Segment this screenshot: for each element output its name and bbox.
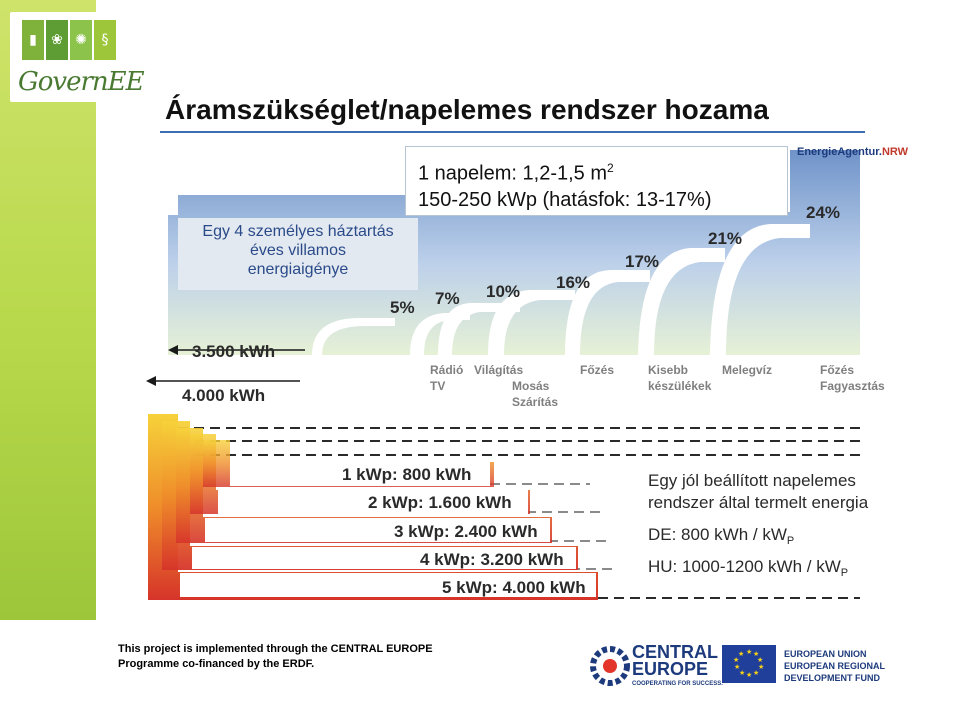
household-line: Egy 4 személyes háztartás [202,223,394,240]
dashed-guides [178,427,860,599]
svg-text:★: ★ [758,663,764,671]
total-4000-label: 4.000 kWh [182,386,265,405]
percent-label: 7% [435,289,460,308]
percent-label: 5% [390,298,415,317]
category-label: Mosás [512,379,550,393]
category-label: Melegvíz [722,363,772,377]
hu-yield: HU: 1000-1200 kWh / kWP [648,557,848,579]
consumption-flows [312,224,810,355]
central-europe-logo: CENTRAL EUROPE [632,642,718,679]
page-title: Áramszükséglet/napelemes rendszer hozama [165,94,769,125]
flow-7pct [410,313,470,355]
category-label: Főzés [580,363,614,377]
category-label: Főzés [820,363,854,377]
production-level-label: 2 kWp: 1.600 kWh [368,493,512,512]
flow-24pct [710,224,810,355]
production-bands [148,414,598,600]
percent-label: 21% [708,229,742,248]
de-yield: DE: 800 kWh / kWP [648,525,794,547]
percent-label: 24% [806,203,840,222]
title-divider [160,131,865,133]
note-line2: rendszer által termelt energia [648,493,869,512]
svg-text:★: ★ [733,656,739,664]
building-icon: ▮ [22,20,44,60]
energieagentur-logo: EnergieAgentur.NRW [797,146,909,158]
footer [0,620,960,716]
production-level-label: 4 kWp: 3.200 kWh [420,550,564,569]
category-label: TV [430,379,445,393]
logo-icon-row: ▮ ❀ ✺ § [22,20,116,60]
household-box: Egy 4 személyes háztartás éves villamos … [178,218,418,290]
svg-text:★: ★ [734,663,740,671]
svg-text:★: ★ [746,671,752,679]
total-arrows: 3.500 kWh 4.000 kWh [146,342,305,405]
consumption-production-diagram: 5% 7% 10% 16% 17% 21% 24% 3.500 kWh 4.00… [146,150,885,600]
leaf-icon: ❀ [46,20,68,60]
svg-text:★: ★ [757,656,763,664]
category-label: Szárítás [512,395,558,409]
paragraph-icon: § [94,20,116,60]
household-line: energiaigénye [247,261,349,278]
percent-label: 16% [556,273,590,292]
eu-erdf-logo: EUROPEAN UNION EUROPEAN REGIONAL DEVELOP… [784,649,886,683]
category-label: készülékek [648,379,712,393]
percent-label: 17% [625,252,659,271]
governee-logo: ▮ ❀ ✺ § GovernEE [10,12,145,102]
production-note: Egy jól beállított napelemes rendszer ál… [648,471,869,579]
napelem-line2: 150-250 kWp (hatásfok: 13-17%) [418,188,712,211]
svg-text:★: ★ [753,650,759,658]
percent-label: 10% [486,282,520,301]
category-label: Rádió [430,363,463,377]
napelem-info-box: 1 napelem: 1,2-1,5 m2 150-250 kWp (hatás… [405,146,788,216]
sun-icon: ✺ [70,20,92,60]
left-decor-strip [0,0,96,620]
flow-16pct [488,290,575,355]
svg-text:★: ★ [738,650,744,658]
production-level-label: 1 kWp: 800 kWh [342,465,471,484]
category-label: Kisebb [648,363,688,377]
production-level-label: 3 kWp: 2.400 kWh [394,522,538,541]
svg-text:★: ★ [746,648,752,656]
total-3500-label: 3.500 kWh [192,342,275,361]
note-line1: Egy jól beállított napelemes [648,471,856,490]
category-labels: Rádió TV Világítás Mosás Szárítás Főzés … [430,363,885,409]
napelem-line1: 1 napelem: 1,2-1,5 m2 [418,161,614,185]
percent-labels: 5% 7% 10% 16% 17% 21% 24% [390,203,840,317]
category-label: Világítás [474,363,523,377]
production-labels: 1 kWp: 800 kWh 2 kWp: 1.600 kWh 3 kWp: 2… [342,465,586,597]
svg-text:★: ★ [739,669,745,677]
central-europe-star-icon [590,646,630,686]
flow-5pct [312,318,395,355]
footer-text: This project is implemented through the … [118,643,433,670]
flow-21pct [638,248,725,355]
eu-flag-icon: ★ ★ ★ ★ ★ ★ ★ ★ ★ ★ [722,645,776,683]
logo-text: GovernEE [18,67,145,97]
flow-10pct [438,303,520,355]
flow-17pct [565,270,650,355]
consumption-area [168,150,860,355]
production-level-label: 5 kWp: 4.000 kWh [442,578,586,597]
central-europe-tagline: COOPERATING FOR SUCCESS. [632,681,723,687]
category-label: Fagyasztás [820,379,885,393]
svg-text:★: ★ [753,669,759,677]
household-line: éves villamos [249,242,347,259]
